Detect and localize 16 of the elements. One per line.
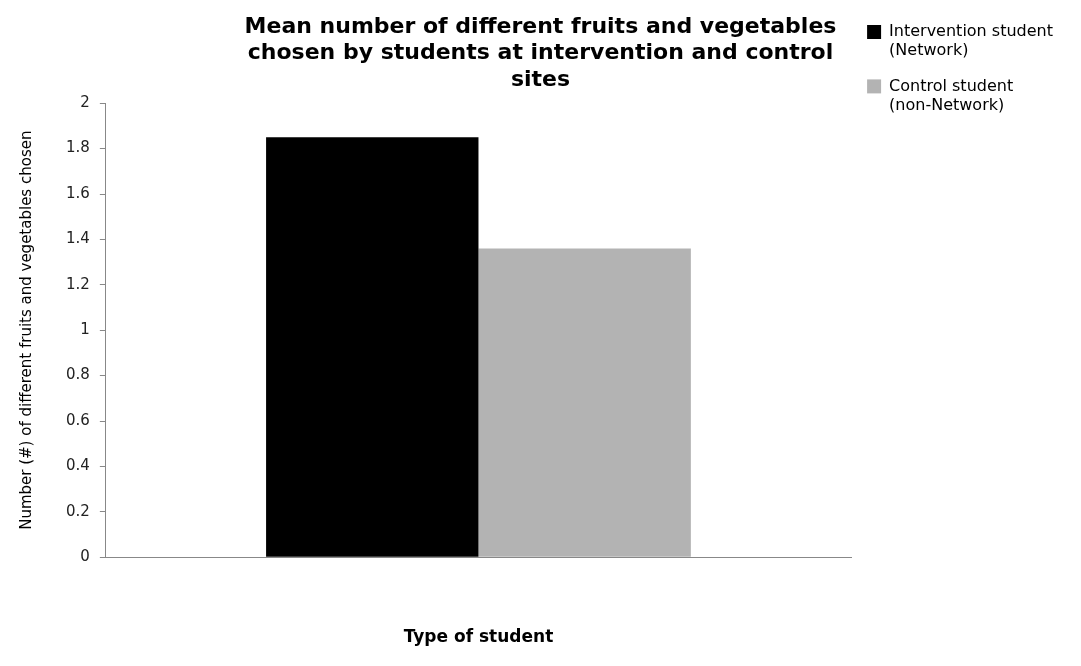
y-tick-label: 0.8 [66,365,90,384]
chart-title: Mean number of different fruits and vegetables chosen by students at intervention and control sites [244,12,837,91]
y-tick-label: 0.4 [66,456,90,475]
y-tick-label: 2 [80,93,90,112]
y-tick-label: 1.2 [66,274,90,293]
legend-label: Control student (non-Network) [889,75,1014,114]
y-tick-label: 0.2 [66,501,90,520]
y-tick-label: 0.6 [66,410,90,429]
y-tick-label: 1.6 [66,183,90,202]
y-axis-title: Number (#) of different fruits and vegetables chosen [16,130,35,530]
y-tick-label: 1 [80,320,90,339]
legend-label: Intervention student (Network) [889,21,1053,60]
x-axis-title: Type of student [403,626,554,647]
y-tick-label: 0 [80,547,90,566]
y-tick-label: 1.8 [66,138,90,157]
y-tick-label: 1.4 [66,229,90,248]
